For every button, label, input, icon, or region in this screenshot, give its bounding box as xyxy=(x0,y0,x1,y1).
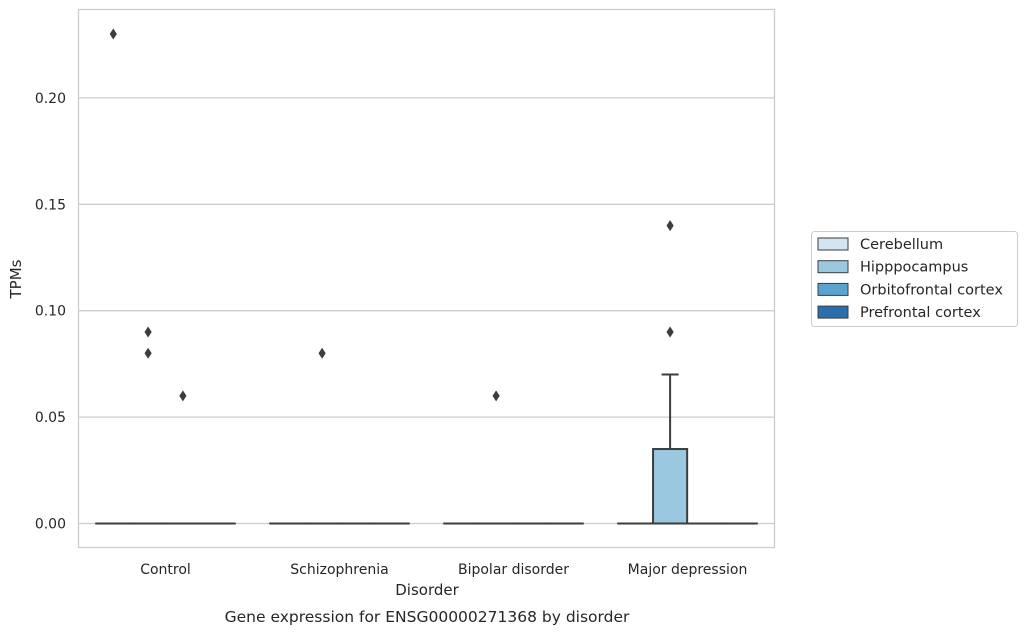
outlier-points xyxy=(109,28,674,402)
legend-swatch xyxy=(817,305,849,319)
outlier-point xyxy=(109,28,117,40)
legend-swatch xyxy=(817,237,849,251)
x-axis-ticks: Control Schizophrenia Bipolar disorder Majo… xyxy=(140,562,747,578)
y-tick-label: 0.20 xyxy=(35,91,66,107)
plot-area-frame xyxy=(77,8,776,549)
x-axis-label: Disorder xyxy=(395,581,459,599)
legend-label: Orbitofrontal cortex xyxy=(860,282,1003,298)
x-tick-label: Bipolar disorder xyxy=(458,562,569,578)
legend-swatch xyxy=(817,282,849,296)
y-tick-label: 0.00 xyxy=(35,517,66,533)
outlier-point xyxy=(179,390,187,402)
legend-label: Prefrontal cortex xyxy=(860,305,981,321)
y-axis-label: TPMs xyxy=(7,259,25,299)
y-tick-label: 0.15 xyxy=(35,197,66,213)
x-tick-label: Control xyxy=(140,562,191,578)
legend-swatch xyxy=(817,260,849,274)
box-body xyxy=(652,448,689,525)
outlier-point xyxy=(666,220,674,232)
legend-label: Hipppocampus xyxy=(860,260,968,276)
legend-frame xyxy=(811,231,1018,327)
x-tick-label: Schizophrenia xyxy=(290,562,388,578)
outlier-point xyxy=(492,390,500,402)
box-series xyxy=(95,373,758,525)
legend: Cerebellum Hipppocampus Orbitofrontal cort… xyxy=(811,231,1018,327)
outlier-point xyxy=(318,347,326,359)
outlier-point xyxy=(666,326,674,338)
y-tick-label: 0.10 xyxy=(35,304,66,320)
box-hipppocampus xyxy=(652,373,689,525)
y-tick-label: 0.05 xyxy=(35,410,66,426)
y-axis-ticks: 0.00 0.05 0.10 0.15 0.20 xyxy=(35,91,66,533)
chart-caption: Gene expression for ENSG00000271368 by d… xyxy=(225,608,630,626)
x-tick-label: Major depression xyxy=(628,562,748,578)
outlier-point xyxy=(144,347,152,359)
outlier-point xyxy=(144,326,152,338)
legend-label: Cerebellum xyxy=(860,237,943,253)
